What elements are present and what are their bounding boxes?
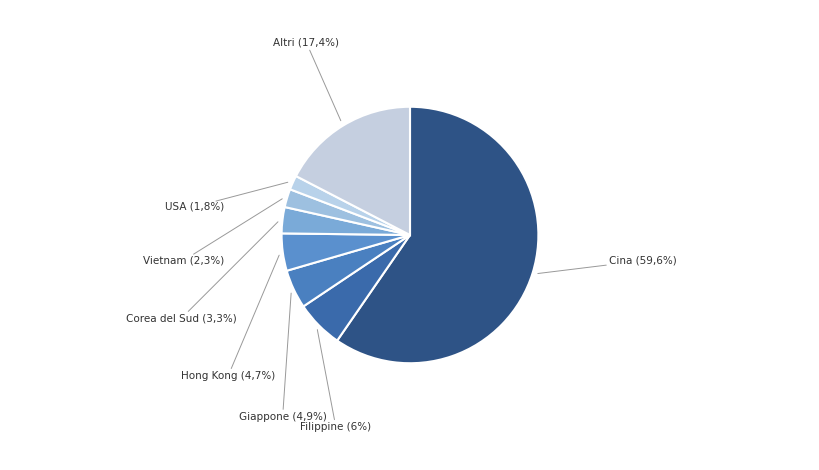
Wedge shape [281,234,410,271]
Text: Giappone (4,9%): Giappone (4,9%) [238,293,326,422]
Text: Filippine (6%): Filippine (6%) [300,329,371,432]
Text: Altri (17,4%): Altri (17,4%) [273,38,341,121]
Wedge shape [290,176,410,235]
Text: Corea del Sud (3,3%): Corea del Sud (3,3%) [126,222,278,323]
Wedge shape [303,235,410,341]
Text: USA (1,8%): USA (1,8%) [165,182,287,212]
Text: Hong Kong (4,7%): Hong Kong (4,7%) [181,255,278,381]
Wedge shape [337,107,538,363]
Wedge shape [296,107,410,235]
Wedge shape [287,235,410,306]
Wedge shape [284,189,410,235]
Wedge shape [281,207,410,235]
Text: Cina (59,6%): Cina (59,6%) [537,256,676,274]
Text: Vietnam (2,3%): Vietnam (2,3%) [143,199,282,266]
